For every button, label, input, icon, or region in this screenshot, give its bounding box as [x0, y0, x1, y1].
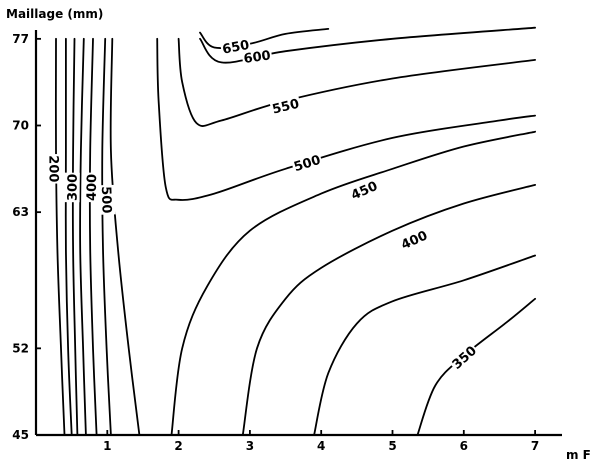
- x-tick-label: 5: [388, 439, 396, 453]
- contour-label-background: [219, 35, 252, 57]
- y-tick-label: 77: [12, 32, 29, 46]
- contour-label-background: [98, 184, 116, 215]
- contour-level-label: 550: [271, 97, 301, 118]
- contour-label-group: 500: [98, 184, 116, 215]
- contour-label-background: [347, 176, 381, 204]
- x-tick-label: 7: [531, 439, 539, 453]
- contour-line-600: [199, 26, 536, 64]
- contour-level-label: 600: [243, 48, 272, 67]
- contour-label-group: 400: [397, 226, 431, 253]
- contour-line-350: [416, 297, 536, 436]
- contour-line-400: [241, 184, 536, 436]
- contour-level-label: 450: [349, 179, 380, 204]
- contour-level-label: 650: [221, 38, 250, 58]
- contour-line-450: [170, 130, 536, 436]
- contour-line-200: [54, 37, 66, 436]
- y-tick-label: 52: [12, 341, 29, 355]
- contour-line-550: [177, 37, 536, 127]
- x-axis-ticks: 1 2 3 4 5 6 7: [103, 430, 539, 453]
- x-tick-label: 1: [103, 439, 111, 453]
- contour-label-group: 200: [45, 153, 63, 184]
- contour-level-label: 500: [98, 186, 114, 214]
- y-axis-title: Maillage (mm): [6, 7, 103, 21]
- contour-label-background: [397, 226, 431, 253]
- contour-label-background: [447, 341, 481, 373]
- x-axis-title: m F: [566, 448, 591, 462]
- contour-label-background: [82, 172, 100, 203]
- contour-label-background: [290, 150, 324, 175]
- contour-label-group: 300: [63, 172, 81, 203]
- y-axis-ticks: 45 52 63 70 77: [12, 32, 41, 442]
- contour-label-group: 400: [82, 172, 100, 203]
- contour-line-500: [109, 37, 141, 436]
- contour-level-label: 400: [399, 228, 430, 253]
- contour-line-350: [79, 37, 87, 436]
- contour-line-350: [313, 254, 536, 436]
- x-tick-label: 2: [174, 439, 182, 453]
- contour-label-group: 650: [219, 35, 252, 58]
- contour-lines: [54, 26, 536, 436]
- contour-level-label: 300: [66, 174, 81, 201]
- contour-line-650: [199, 28, 330, 49]
- contour-level-label: 400: [85, 174, 100, 201]
- contour-line-250: [64, 37, 73, 436]
- contour-line-400: [88, 37, 98, 436]
- contour-level-label: 200: [45, 155, 60, 182]
- x-tick-label: 3: [246, 439, 254, 453]
- contour-line-450: [101, 37, 112, 436]
- contour-line-300: [71, 37, 79, 436]
- contour-label-background: [63, 172, 80, 203]
- contour-label-group: 450: [347, 176, 381, 204]
- x-tick-label: 4: [317, 439, 325, 453]
- y-tick-label: 63: [12, 205, 29, 219]
- contour-label-group: 550: [269, 94, 302, 118]
- contour-label-background: [46, 153, 63, 184]
- contour-label-group: 500: [290, 150, 324, 175]
- contour-level-label: 500: [292, 153, 322, 175]
- y-tick-label: 70: [12, 119, 29, 133]
- x-tick-label: 6: [460, 439, 468, 453]
- contour-line-500: [156, 37, 536, 201]
- y-tick-label: 45: [12, 428, 29, 442]
- contour-label-background: [269, 94, 302, 117]
